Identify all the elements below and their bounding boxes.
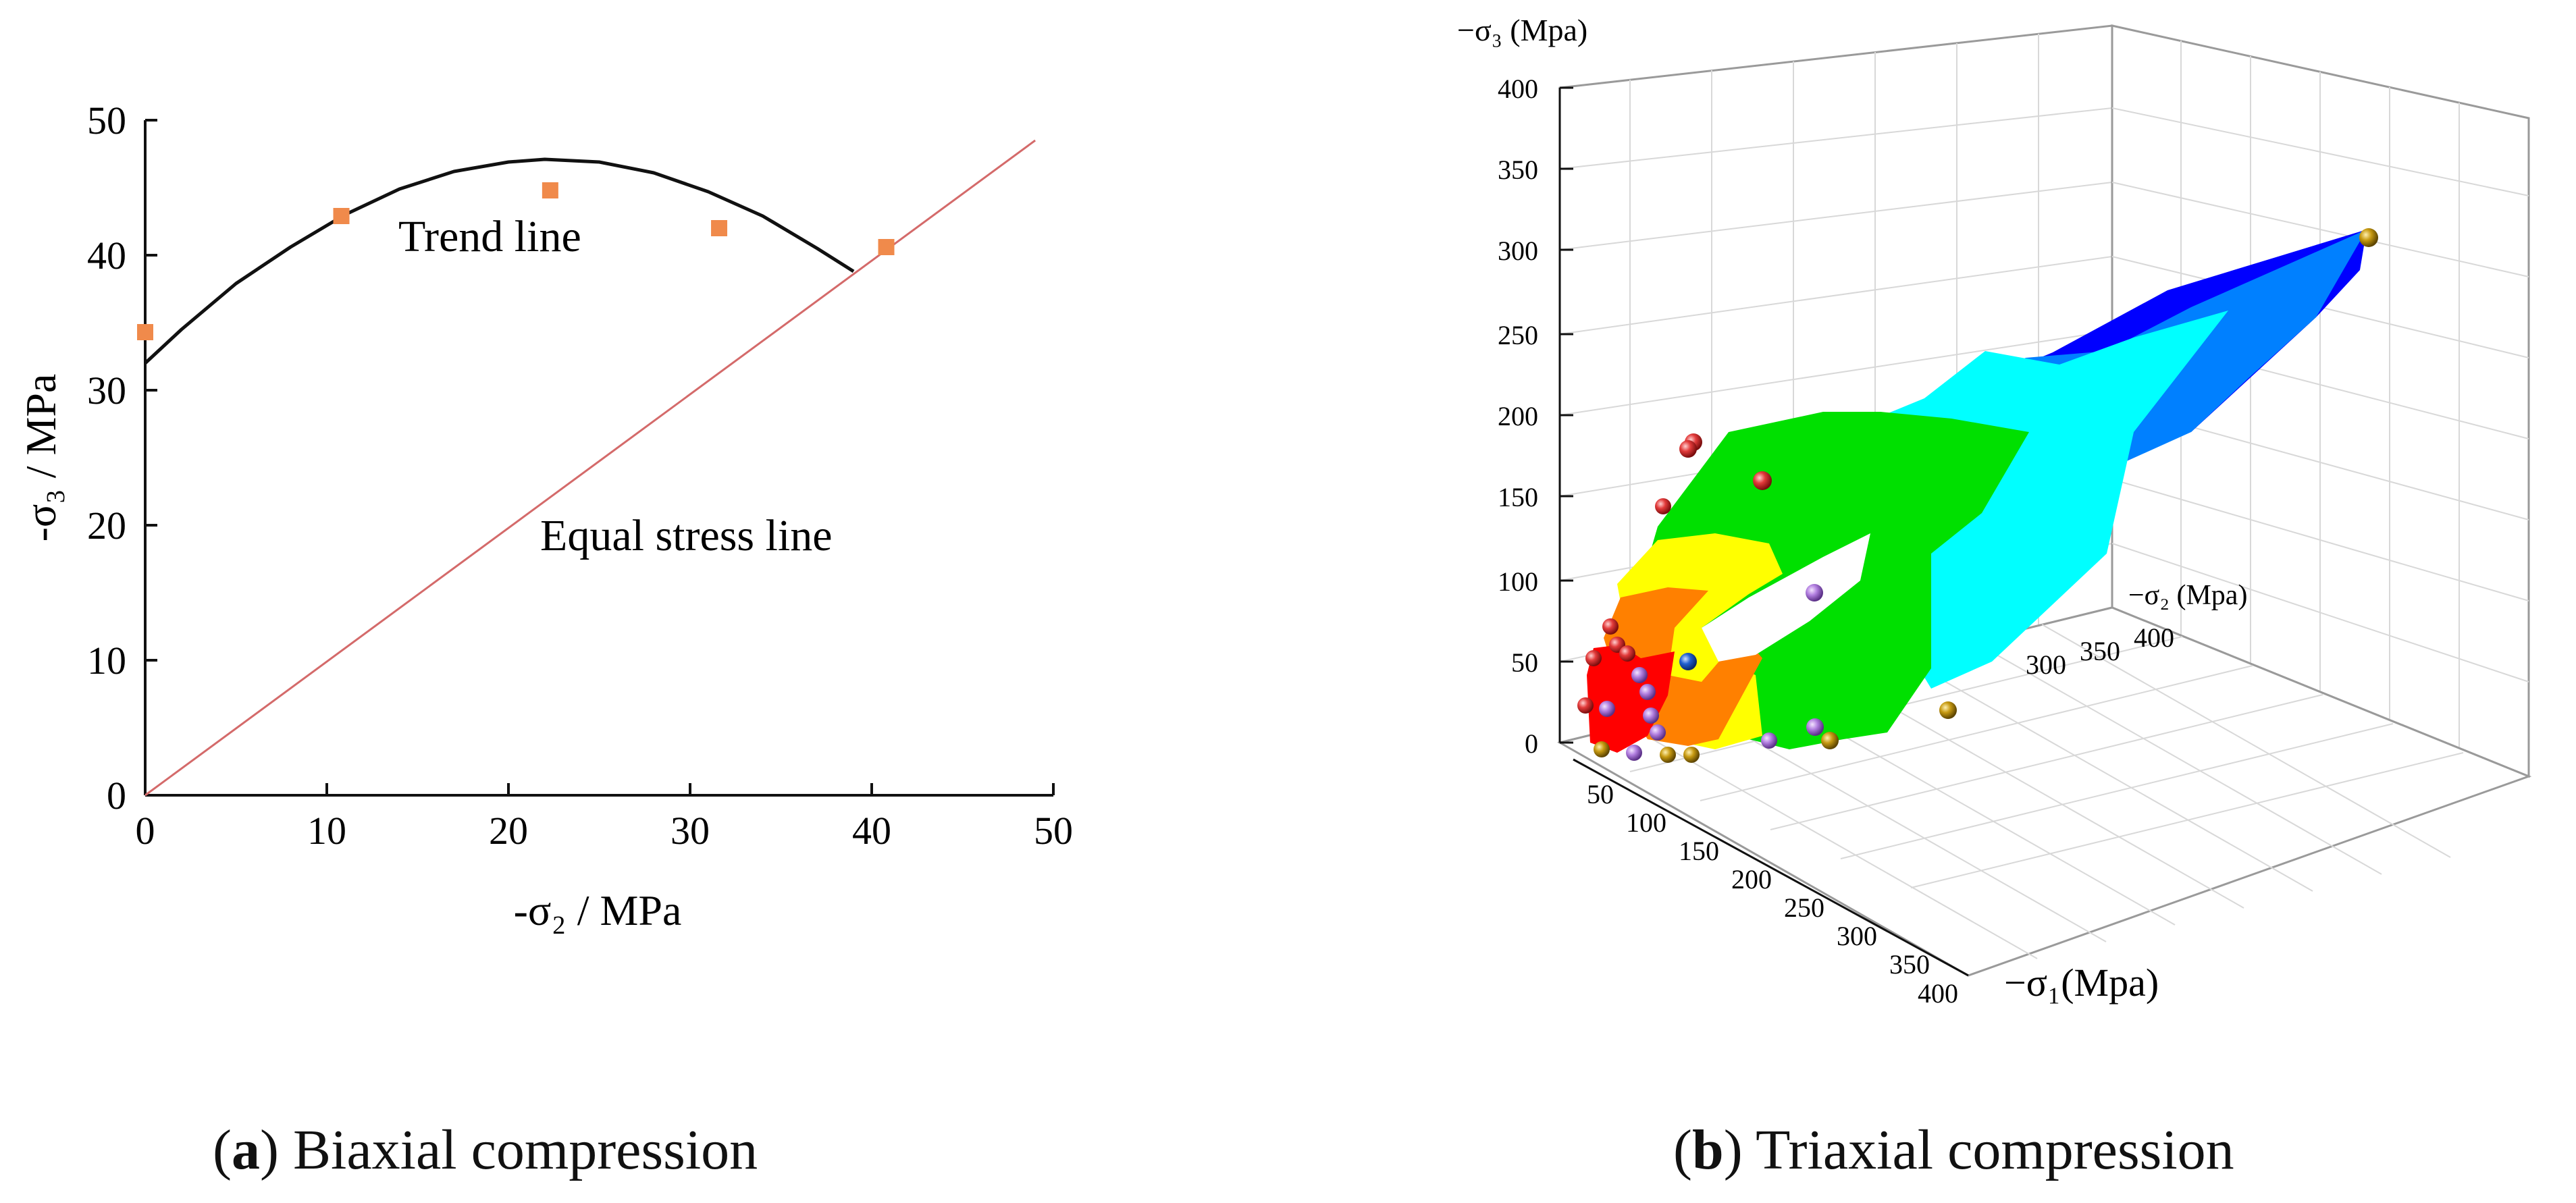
sphere-violet: [1643, 707, 1659, 724]
chart-b-z-tick-label: 400: [1498, 74, 1538, 104]
chart-b-x-axis-label: −σ₁(Mpa): [2004, 961, 2159, 1005]
chart-a-data-point: [333, 208, 350, 224]
chart-a-trend-line-label: Trend line: [398, 212, 581, 261]
chart-b-y-tick-label: 300: [2026, 649, 2066, 680]
chart-b-x-tick-label: 400: [1918, 978, 1958, 1009]
chart-a-equal-stress-line-label: Equal stress line: [540, 511, 833, 560]
chart-a-data-point: [542, 182, 558, 198]
sphere-blue: [1679, 653, 1697, 670]
chart-a-y-tick-label: 30: [87, 369, 126, 412]
chart-b-data-spheres: [1577, 228, 2378, 763]
chart-b-y-ticks: 400 350 300: [2026, 622, 2174, 680]
caption-a: (a) Biaxial compression: [213, 1119, 758, 1181]
caption-a-label: a: [231, 1119, 260, 1181]
chart-a-x-tick-label: 50: [1034, 809, 1073, 853]
chart-a-biaxial: 0 10 20 30 40 50 0 10 20 30 40 50 Trend line Equal …: [17, 99, 1073, 934]
chart-a-x-tick-label: 0: [136, 809, 155, 853]
chart-a-x-tick-label: 30: [671, 809, 710, 853]
chart-a-y-tick-label: 20: [87, 504, 126, 547]
sphere-gold: [1594, 741, 1610, 757]
caption-b-text: Triaxial compression: [1742, 1119, 2234, 1181]
chart-a-data-point: [878, 239, 895, 255]
chart-b-z-tick-label: 250: [1498, 320, 1538, 350]
chart-b-z-tick-label: 200: [1498, 401, 1538, 431]
chart-b-x-tick-label: 150: [1679, 836, 1719, 866]
caption-a-text: Biaxial compression: [278, 1119, 758, 1181]
chart-a-y-tick-label: 50: [87, 99, 126, 142]
chart-a-data-point: [711, 220, 728, 236]
sphere-red: [1585, 650, 1602, 666]
chart-b-x-tick-label: 50: [1587, 779, 1614, 809]
sphere-red: [1602, 618, 1619, 635]
sphere-violet: [1631, 667, 1648, 683]
chart-b-z-tick-label: 0: [1525, 728, 1538, 759]
chart-a-y-tick-label: 0: [107, 774, 126, 818]
chart-b-z-tick-label: 350: [1498, 155, 1538, 185]
chart-a-x-axis-label: -σ₂ / MPa: [514, 886, 682, 934]
caption-b-label: b: [1691, 1119, 1724, 1181]
chart-a-x-tick-label: 20: [489, 809, 528, 853]
chart-a-x-tick-label: 40: [852, 809, 891, 853]
sphere-gold: [2359, 228, 2378, 247]
chart-a-x-tick-label: 10: [307, 809, 346, 853]
sphere-red: [1679, 440, 1697, 458]
sphere-violet: [1650, 724, 1666, 741]
sphere-violet: [1806, 718, 1824, 736]
sphere-red: [1619, 645, 1635, 662]
sphere-violet: [1806, 584, 1823, 602]
sphere-gold: [1821, 732, 1839, 749]
chart-b-x-axis-line: [1573, 758, 1969, 977]
sphere-violet: [1626, 745, 1642, 761]
sphere-gold: [1660, 747, 1676, 763]
chart-b-x-tick-label: 300: [1837, 921, 1877, 951]
chart-a-trend-line: [144, 157, 855, 365]
sphere-red: [1655, 498, 1671, 514]
chart-b-y-tick-label: 400: [2134, 622, 2174, 653]
chart-b-y-tick-label: 350: [2080, 636, 2120, 666]
sphere-violet: [1761, 732, 1777, 749]
chart-a-equal-stress-line: [144, 139, 1036, 797]
chart-b-x-tick-label: 100: [1626, 807, 1666, 838]
sphere-red: [1577, 697, 1594, 714]
sphere-gold: [1939, 701, 1957, 719]
chart-b-x-tick-label: 200: [1731, 864, 1772, 894]
chart-b-cavity: [1702, 533, 1870, 662]
chart-a-y-axis-label: -σ₃ / MPa: [17, 374, 65, 542]
caption-b: (b) Triaxial compression: [1673, 1119, 2234, 1181]
chart-b-z-ticks: 400 350 300 250 200 150 100 50 0: [1498, 74, 1573, 759]
chart-b-y-axis-label: −σ₂ (Mpa): [2128, 580, 2247, 611]
chart-b-z-tick-label: 100: [1498, 566, 1538, 597]
chart-a-y-tick-label: 40: [87, 234, 126, 277]
chart-b-z-tick-label: 50: [1511, 647, 1538, 678]
sphere-red: [1753, 471, 1772, 490]
sphere-violet: [1599, 701, 1615, 717]
sphere-violet: [1639, 684, 1656, 700]
chart-b-x-ticks: 50 100 150 200 250 300 350 400: [1587, 779, 1958, 1009]
chart-b-z-tick-label: 150: [1498, 482, 1538, 512]
chart-b-z-tick-label: 300: [1498, 236, 1538, 266]
chart-b-band-red: [1587, 645, 1675, 753]
chart-b-triaxial: 400 350 300 250 200 150 100 50 0 50 100 …: [1457, 13, 2532, 1009]
chart-b-z-axis-label: −σ₃ (Mpa): [1457, 13, 1587, 47]
chart-a-data-point: [137, 324, 153, 340]
chart-b-x-tick-label: 250: [1784, 892, 1824, 923]
chart-b-failure-surface: [1587, 230, 2367, 753]
chart-b-x-tick-label: 350: [1889, 949, 1930, 980]
chart-a-axes: [144, 120, 1053, 797]
sphere-gold: [1683, 747, 1700, 763]
chart-a-y-tick-label: 10: [87, 639, 126, 683]
